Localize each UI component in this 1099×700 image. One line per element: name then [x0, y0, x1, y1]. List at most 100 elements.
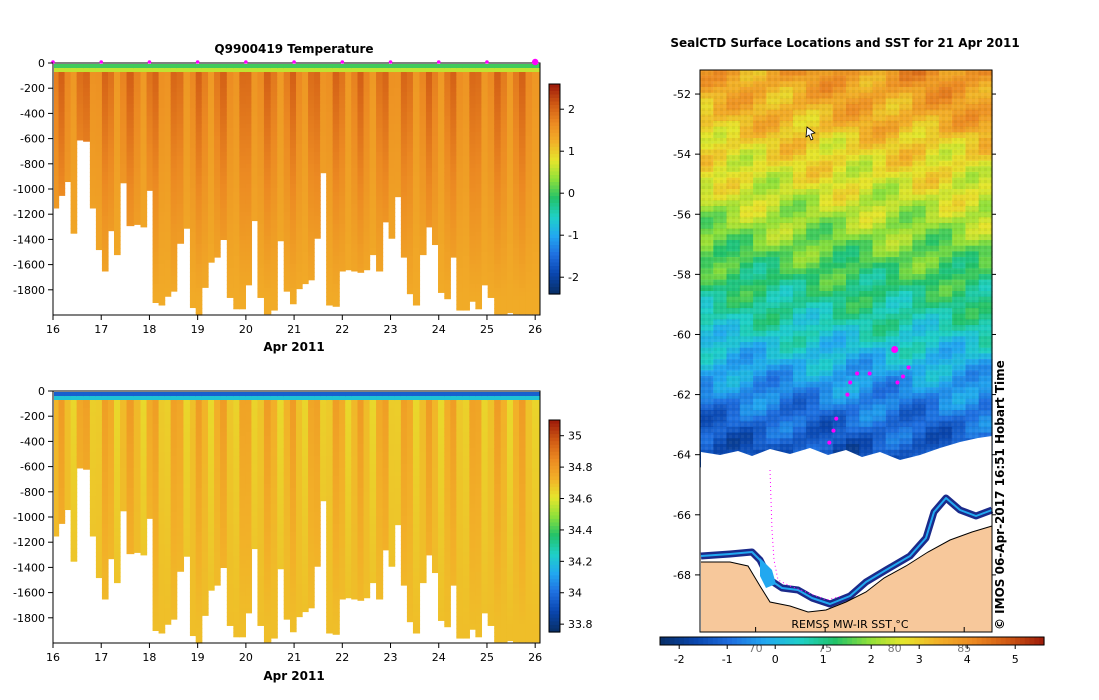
- temperature-section-chart: Q9900419 Temperature 0-200-400-600-800-1…: [13, 42, 579, 354]
- profile-cell: [320, 96, 327, 101]
- profile-cell: [406, 104, 414, 109]
- profile-cell: [388, 172, 396, 177]
- profile-cell: [101, 64, 109, 69]
- profile-cell: [113, 460, 121, 465]
- profile-cell: [512, 148, 520, 153]
- profile-cell: [89, 484, 97, 489]
- profile-cell: [431, 232, 439, 237]
- profile-cell: [412, 244, 421, 249]
- profile-cell: [519, 252, 527, 257]
- profile-cell: [257, 276, 265, 281]
- profile-cell: [326, 108, 334, 113]
- profile-cell: [444, 88, 451, 93]
- profile-cell: [462, 212, 470, 217]
- profile-cell: [183, 228, 191, 229]
- profile-cell: [101, 68, 109, 73]
- profile-cell: [201, 80, 209, 85]
- profile-cell: [64, 488, 72, 493]
- profile-cell: [283, 280, 291, 285]
- profile-cell: [494, 168, 502, 173]
- profile-cell: [469, 260, 476, 265]
- profile-column: [195, 64, 203, 316]
- profile-cell: [214, 236, 221, 241]
- profile-cell: [289, 180, 297, 185]
- profile-cell: [164, 172, 172, 177]
- profile-cell: [245, 244, 253, 249]
- profile-cell: [133, 524, 142, 529]
- profile-cell: [245, 212, 253, 217]
- profile-cell: [357, 104, 365, 109]
- profile-cell: [277, 236, 285, 241]
- profile-cell: [519, 296, 527, 301]
- profile-cell: [208, 248, 215, 253]
- profile-cell: [201, 276, 209, 281]
- profile-cell: [89, 140, 97, 145]
- profile-cell: [431, 216, 439, 221]
- profile-cell: [283, 236, 291, 241]
- profile-cell: [176, 228, 185, 233]
- profile-cell: [107, 160, 115, 165]
- profile-cell: [133, 196, 142, 201]
- profile-cell: [314, 220, 321, 225]
- profile-cell: [101, 200, 109, 205]
- profile-cell: [339, 180, 346, 185]
- profile-cell: [54, 460, 60, 465]
- profile-cell: [283, 128, 291, 133]
- profile-cell: [101, 156, 109, 161]
- profile-cell: [308, 192, 315, 197]
- profile-cell: [351, 156, 359, 161]
- profile-cell: [58, 396, 66, 401]
- profile-cell: [54, 480, 60, 485]
- profile-column: [339, 64, 346, 272]
- profile-cell: [456, 76, 464, 81]
- profile-cell: [95, 488, 103, 493]
- profile-cell: [158, 160, 166, 165]
- profile-cell: [233, 208, 240, 213]
- profile-cell: [475, 212, 483, 217]
- profile-cell: [519, 64, 527, 69]
- profile-cell: [500, 224, 508, 229]
- profile-cell: [158, 232, 166, 237]
- profile-column: [64, 392, 72, 511]
- profile-cell: [54, 524, 60, 529]
- profile-cell: [382, 200, 390, 205]
- profile-cell: [113, 112, 121, 117]
- profile-cell: [512, 244, 520, 249]
- profile-marker: [436, 60, 441, 64]
- profile-cell: [388, 180, 396, 185]
- profile-cell: [152, 560, 160, 565]
- profile-cell: [512, 280, 520, 285]
- profile-cell: [406, 164, 414, 169]
- profile-cell: [70, 404, 78, 409]
- profile-cell: [406, 292, 414, 295]
- profile-cell: [126, 428, 135, 433]
- profile-cell: [369, 84, 377, 89]
- profile-cell: [438, 248, 445, 253]
- profile-cell: [296, 200, 303, 205]
- profile-cell: [506, 152, 514, 157]
- profile-cell: [152, 232, 160, 237]
- profile-cell: [475, 272, 483, 277]
- profile-cell: [494, 128, 502, 133]
- profile-cell: [113, 192, 121, 197]
- profile-cell: [296, 68, 303, 73]
- profile-cell: [357, 220, 365, 225]
- profile-cell: [133, 548, 142, 553]
- profile-cell: [481, 264, 489, 269]
- profile-cell: [133, 208, 142, 213]
- profile-cell: [245, 96, 253, 101]
- profile-cell: [376, 156, 384, 161]
- profile-cell: [532, 120, 540, 125]
- profile-cell: [382, 72, 390, 77]
- profile-cell: [326, 72, 334, 77]
- profile-cell: [76, 72, 84, 77]
- profile-cell: [158, 596, 166, 601]
- profile-cell: [101, 76, 109, 81]
- profile-cell: [481, 96, 489, 101]
- profile-cell: [326, 204, 334, 209]
- profile-cell: [425, 152, 433, 157]
- profile-cell: [357, 268, 365, 273]
- profile-cell: [469, 84, 476, 89]
- profile-cell: [369, 164, 377, 169]
- profile-cell: [146, 116, 154, 121]
